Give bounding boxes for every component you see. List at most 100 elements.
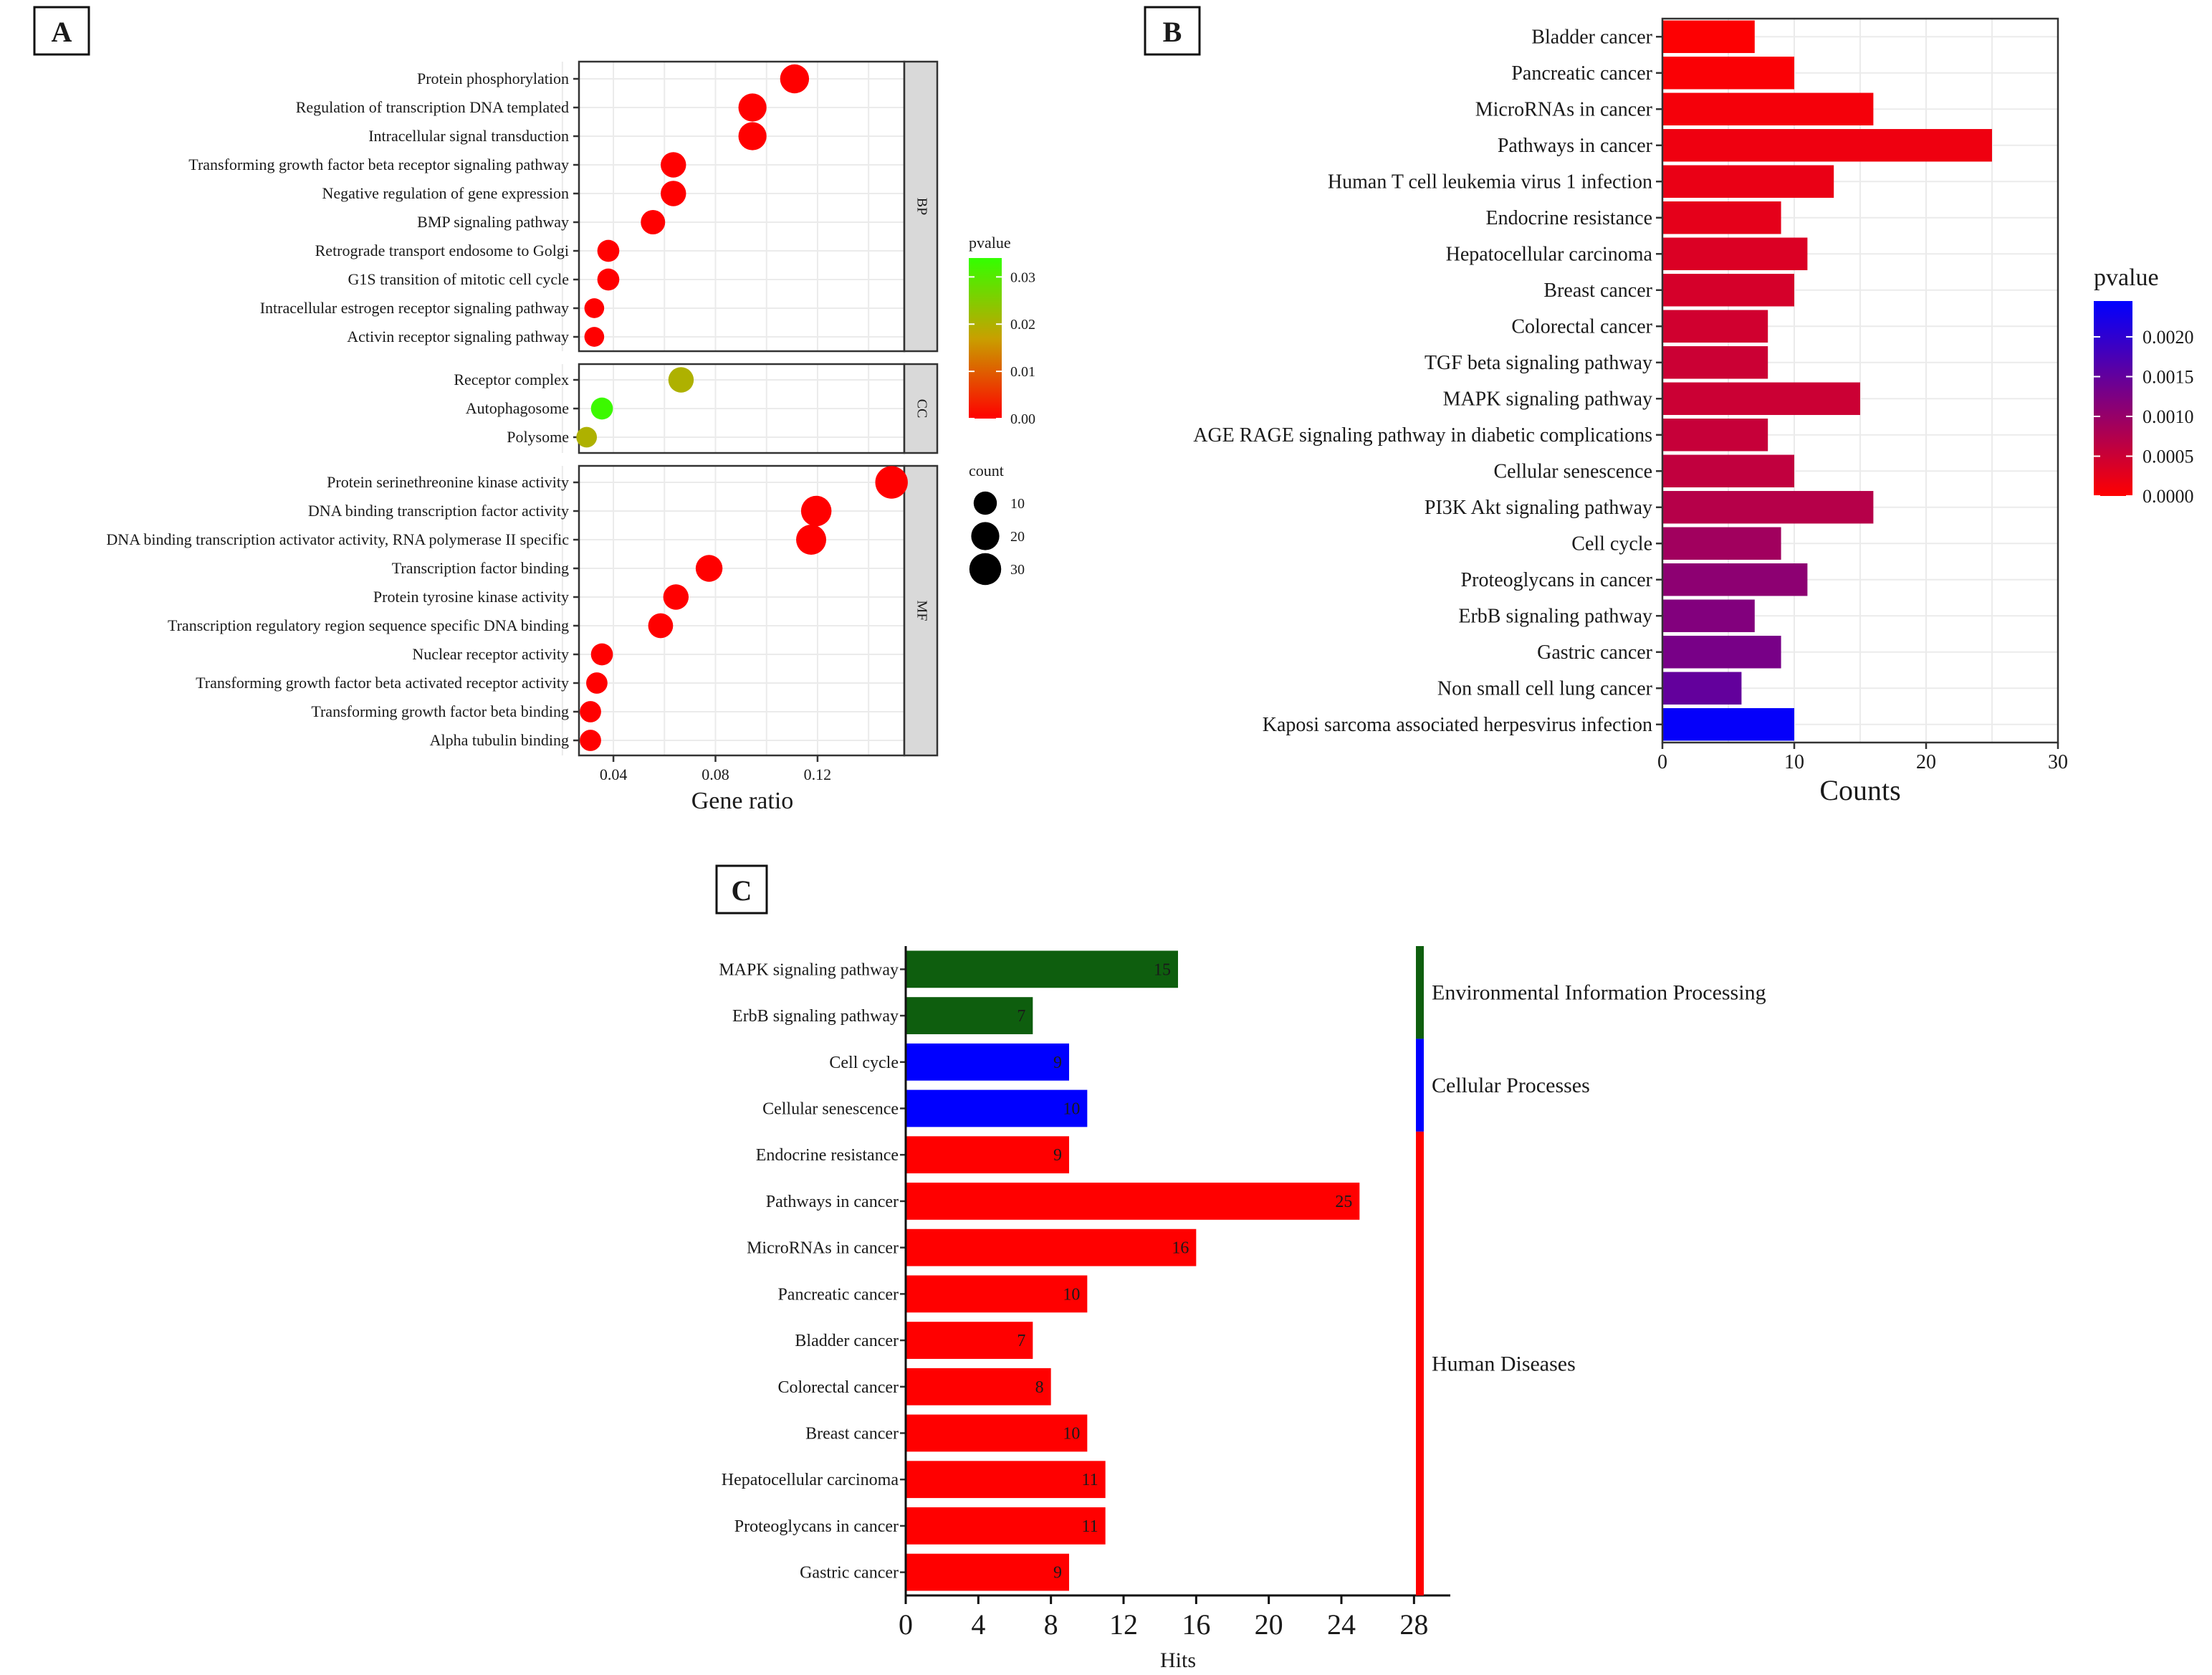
category-label: Hepatocellular carcinoma (1446, 243, 1653, 265)
bar-age-rage-signaling-pathway-in-diabetic-complications (1662, 419, 1768, 452)
dot-intracellular-estrogen-receptor-signaling-pathway (584, 298, 605, 318)
term-label: Retrograde transport endosome to Golgi (315, 242, 569, 259)
dot-receptor-complex (668, 367, 694, 393)
panel-c-bar-chart: 15 MAPK signaling pathway 7 ErbB signaling … (719, 946, 1766, 1672)
legend-size-title: count (969, 462, 1004, 479)
term-label: Alpha tubulin binding (430, 731, 569, 749)
category-label: Non small cell lung cancer (1437, 677, 1653, 700)
group-label-cellular-processes: Cellular Processes (1432, 1074, 1590, 1097)
panel-label-a: A (52, 16, 72, 48)
legend-size-dot (971, 522, 1000, 550)
legend-tick-label: 0.0005 (2142, 446, 2194, 467)
axis-tick-label-x: 28 (1399, 1608, 1428, 1641)
category-label: Pathways in cancer (1498, 135, 1653, 157)
term-label: Negative regulation of gene expression (322, 184, 569, 202)
legend-tick-label: 0.01 (1010, 364, 1035, 380)
bar-value-label: 25 (1335, 1193, 1352, 1211)
axis-tick-label-x: 0 (899, 1608, 913, 1641)
legend-tick-label: 0.02 (1010, 317, 1035, 333)
bar-value-label: 10 (1063, 1285, 1080, 1304)
category-label: PI3K Akt signaling pathway (1425, 497, 1652, 519)
bar-endocrine-resistance (1662, 201, 1781, 234)
dot-transcription-regulatory-region-sequence-specific-dna-binding (648, 613, 674, 639)
bar-value-label: 10 (1063, 1425, 1080, 1443)
bar-value-label: 9 (1053, 1564, 1062, 1583)
bar-proteoglycans-in-cancer (906, 1507, 1106, 1545)
category-label: Cellular senescence (762, 1100, 899, 1119)
bar-non-small-cell-lung-cancer (1662, 672, 1742, 705)
category-label: MAPK signaling pathway (1443, 388, 1652, 410)
axis-title-x: Gene ratio (691, 788, 794, 814)
legend-size-label: 30 (1010, 562, 1025, 578)
bar-cell-cycle (1662, 527, 1781, 560)
term-label: Activin receptor signaling pathway (347, 328, 569, 345)
dot-activin-receptor-signaling-pathway (584, 327, 605, 347)
facet-strip-label: CC (914, 399, 929, 419)
category-label: Proteoglycans in cancer (734, 1517, 899, 1536)
category-label: ErbB signaling pathway (1458, 605, 1652, 627)
legend-colorbar (969, 258, 1002, 419)
term-label: Intracellular signal transduction (368, 127, 569, 145)
axis-tick-label-x: 16 (1182, 1608, 1210, 1641)
bar-hepatocellular-carcinoma (1662, 237, 1808, 270)
legend-color-title: pvalue (969, 234, 1011, 252)
facet-strip-label: MF (914, 601, 929, 621)
term-label: Regulation of transcription DNA template… (296, 98, 569, 116)
group-band-cellular-processes (1416, 1039, 1424, 1132)
group-band-environmental-information-processing (1416, 946, 1424, 1039)
axis-title-x: Hits (1160, 1648, 1196, 1672)
bar-pancreatic-cancer (1662, 57, 1794, 90)
dot-transforming-growth-factor-beta-receptor-signaling-pathway (661, 152, 686, 178)
category-label: Cellular senescence (1493, 460, 1652, 482)
facet-bp: BP Protein phosphorylation Regulation of t… (188, 60, 939, 353)
group-label-environmental-information-processing: Environmental Information Processing (1432, 981, 1766, 1005)
bar-gastric-cancer (906, 1553, 1069, 1591)
category-label: Endocrine resistance (1486, 207, 1652, 229)
legend-size-label: 20 (1010, 529, 1025, 545)
facet-strip (903, 60, 939, 353)
axis-tick-label-x: 20 (1255, 1608, 1283, 1641)
bar-bladder-cancer (906, 1322, 1033, 1359)
bar-cellular-senescence (906, 1089, 1088, 1127)
axis-tick-label-x: 4 (971, 1608, 985, 1641)
category-label: Gastric cancer (800, 1564, 899, 1583)
term-label: Receptor complex (454, 371, 569, 388)
category-label: Cell cycle (1571, 533, 1652, 555)
dot-intracellular-signal-transduction (738, 122, 767, 151)
category-label: Breast cancer (805, 1425, 899, 1443)
dot-g1s-transition-of-mitotic-cell-cycle (597, 268, 620, 291)
bar-human-t-cell-leukemia-virus-1-infection (1662, 165, 1834, 198)
category-label: Bladder cancer (795, 1332, 899, 1350)
bar-micrornas-in-cancer (906, 1228, 1197, 1266)
bar-bladder-cancer (1662, 20, 1755, 53)
term-label: DNA binding transcription factor activit… (308, 502, 569, 520)
dot-bmp-signaling-pathway (641, 209, 666, 235)
panel-label-c: C (732, 874, 752, 907)
axis-tick-label-x: 24 (1327, 1608, 1356, 1641)
bar-breast-cancer (1662, 274, 1794, 307)
axis-tick-label-x: 0.04 (600, 765, 628, 783)
bar-endocrine-resistance (906, 1136, 1069, 1174)
category-label: Hepatocellular carcinoma (722, 1471, 899, 1489)
term-label: Protein serinethreonine kinase activity (327, 473, 569, 491)
category-label: Proteoglycans in cancer (1461, 569, 1653, 591)
bar-value-label: 7 (1017, 1007, 1025, 1026)
plot-frame (1661, 17, 2059, 744)
bar-erbb-signaling-pathway (906, 997, 1033, 1034)
facet-strip (903, 464, 939, 757)
bar-value-label: 7 (1017, 1332, 1025, 1350)
category-label: Bladder cancer (1531, 26, 1652, 48)
dot-regulation-of-transcription-dna-templated (738, 93, 767, 122)
legend-tick-label: 0.03 (1010, 269, 1035, 285)
dot-alpha-tubulin-binding (580, 730, 601, 751)
category-label: Colorectal cancer (777, 1378, 899, 1397)
bar-cell-cycle (906, 1043, 1069, 1081)
term-label: Transcription regulatory region sequence… (168, 616, 569, 634)
term-label: DNA binding transcription activator acti… (106, 530, 569, 548)
legend-size-label: 10 (1010, 496, 1025, 512)
dot-polysome (576, 426, 598, 448)
bar-pancreatic-cancer (906, 1275, 1088, 1313)
bar-mapk-signaling-pathway (906, 950, 1178, 988)
legend-tick-label: 0.0015 (2142, 366, 2194, 387)
dot-transforming-growth-factor-beta-binding (580, 701, 601, 722)
